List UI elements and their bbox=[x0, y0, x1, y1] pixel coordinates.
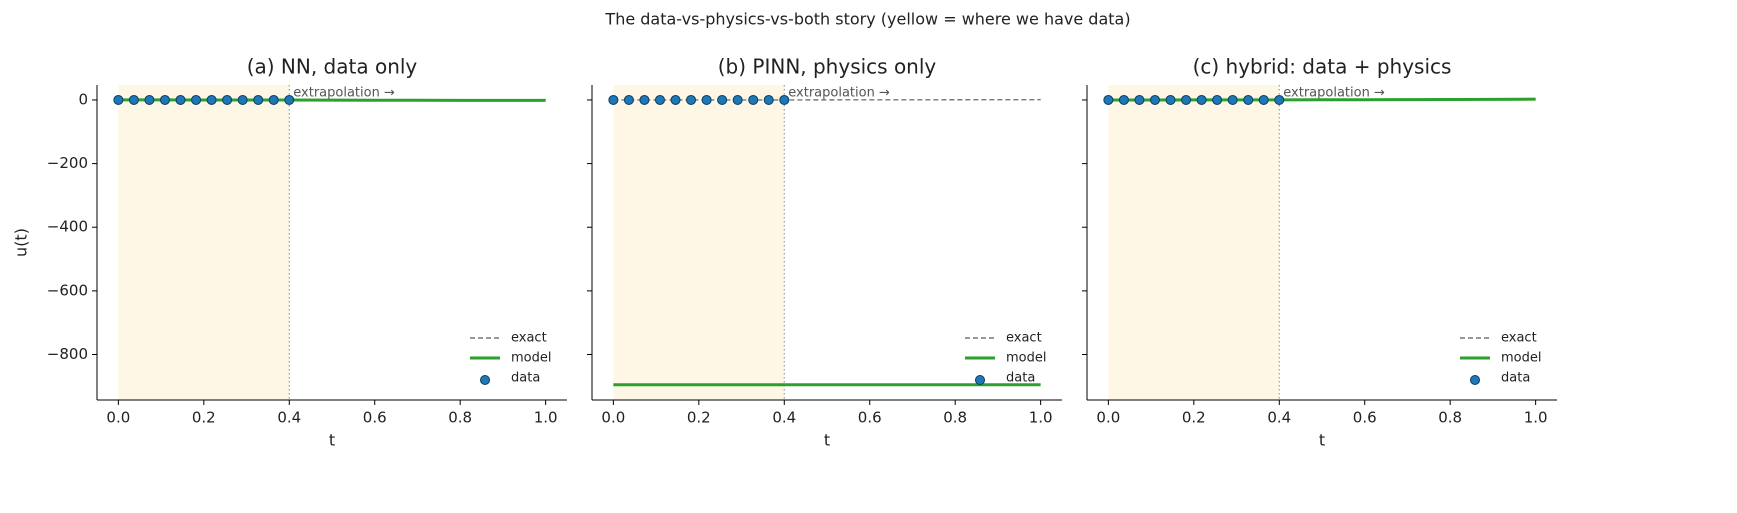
x-tick-label: 1.0 bbox=[1029, 409, 1053, 427]
data-point bbox=[1243, 94, 1254, 105]
legend-label: exact bbox=[1006, 331, 1042, 346]
panel-title: (a) NN, data only bbox=[247, 55, 418, 79]
x-tick-label: 0.6 bbox=[1353, 409, 1377, 427]
data-region bbox=[118, 85, 290, 400]
y-axis-label: u(t) bbox=[12, 228, 31, 257]
data-point bbox=[701, 94, 712, 105]
x-tick-label: 1.0 bbox=[534, 409, 558, 427]
x-tick-label: 0.8 bbox=[448, 409, 472, 427]
legend-label: exact bbox=[1501, 331, 1537, 346]
data-point bbox=[1196, 94, 1207, 105]
x-tick-label: 0.2 bbox=[192, 409, 216, 427]
data-point bbox=[732, 94, 743, 105]
data-point bbox=[1181, 94, 1192, 105]
x-tick-label: 1.0 bbox=[1524, 409, 1548, 427]
data-point bbox=[1103, 94, 1114, 105]
legend-label: model bbox=[511, 351, 551, 366]
x-tick-label: 0.8 bbox=[943, 409, 967, 427]
data-point bbox=[237, 94, 248, 105]
data-point bbox=[1165, 94, 1176, 105]
panel-title: (b) PINN, physics only bbox=[718, 55, 937, 79]
data-point bbox=[670, 94, 681, 105]
y-tick-label: −200 bbox=[47, 154, 88, 172]
legend-label: model bbox=[1501, 351, 1541, 366]
legend-label: data bbox=[1006, 371, 1035, 386]
data-point bbox=[1118, 94, 1129, 105]
data-point bbox=[686, 94, 697, 105]
x-axis-label: t bbox=[824, 431, 830, 450]
data-point bbox=[608, 94, 619, 105]
data-region bbox=[1108, 85, 1280, 400]
data-point bbox=[268, 94, 279, 105]
data-point bbox=[159, 94, 170, 105]
annotation: extrapolation → bbox=[293, 86, 395, 101]
data-point bbox=[1212, 94, 1223, 105]
legend-label: data bbox=[511, 371, 540, 386]
data-point bbox=[284, 94, 295, 105]
x-tick-label: 0.4 bbox=[1267, 409, 1291, 427]
legend-marker bbox=[1470, 375, 1480, 385]
data-point bbox=[748, 94, 759, 105]
data-point bbox=[113, 94, 124, 105]
data-point bbox=[779, 94, 790, 105]
data-point bbox=[128, 94, 139, 105]
legend-marker bbox=[975, 375, 985, 385]
x-tick-label: 0.6 bbox=[363, 409, 387, 427]
data-point bbox=[144, 94, 155, 105]
x-tick-label: 0.0 bbox=[106, 409, 130, 427]
data-point bbox=[623, 94, 634, 105]
data-point bbox=[222, 94, 233, 105]
x-tick-label: 0.0 bbox=[601, 409, 625, 427]
data-point bbox=[191, 94, 202, 105]
x-tick-label: 0.2 bbox=[1182, 409, 1206, 427]
annotation: extrapolation → bbox=[1283, 86, 1385, 101]
data-point bbox=[253, 94, 264, 105]
model-line bbox=[118, 98, 546, 102]
x-axis-label: t bbox=[329, 431, 335, 450]
data-region bbox=[613, 85, 785, 400]
legend-marker bbox=[480, 375, 490, 385]
legend-label: exact bbox=[511, 331, 547, 346]
x-tick-label: 0.4 bbox=[277, 409, 301, 427]
legend-label: data bbox=[1501, 371, 1530, 386]
legend-label: model bbox=[1006, 351, 1046, 366]
data-point bbox=[1274, 94, 1285, 105]
data-point bbox=[206, 94, 217, 105]
x-tick-label: 0.2 bbox=[687, 409, 711, 427]
data-point bbox=[763, 94, 774, 105]
y-tick-label: −400 bbox=[47, 218, 88, 236]
x-axis-label: t bbox=[1319, 431, 1325, 450]
x-tick-label: 0.0 bbox=[1096, 409, 1120, 427]
suptitle: The data-vs-physics-vs-both story (yello… bbox=[604, 10, 1130, 29]
x-tick-label: 0.6 bbox=[858, 409, 882, 427]
y-tick-label: −600 bbox=[47, 281, 88, 299]
data-point bbox=[175, 94, 186, 105]
model-line bbox=[1108, 97, 1536, 102]
data-point bbox=[1227, 94, 1238, 105]
data-point bbox=[654, 94, 665, 105]
data-point bbox=[717, 94, 728, 105]
x-tick-label: 0.4 bbox=[772, 409, 796, 427]
annotation: extrapolation → bbox=[788, 86, 890, 101]
data-point bbox=[639, 94, 650, 105]
y-tick-label: 0 bbox=[78, 90, 88, 108]
x-tick-label: 0.8 bbox=[1438, 409, 1462, 427]
y-tick-label: −800 bbox=[47, 345, 88, 363]
data-point bbox=[1149, 94, 1160, 105]
data-point bbox=[1258, 94, 1269, 105]
data-point bbox=[1134, 94, 1145, 105]
panel-title: (c) hybrid: data + physics bbox=[1193, 55, 1452, 79]
